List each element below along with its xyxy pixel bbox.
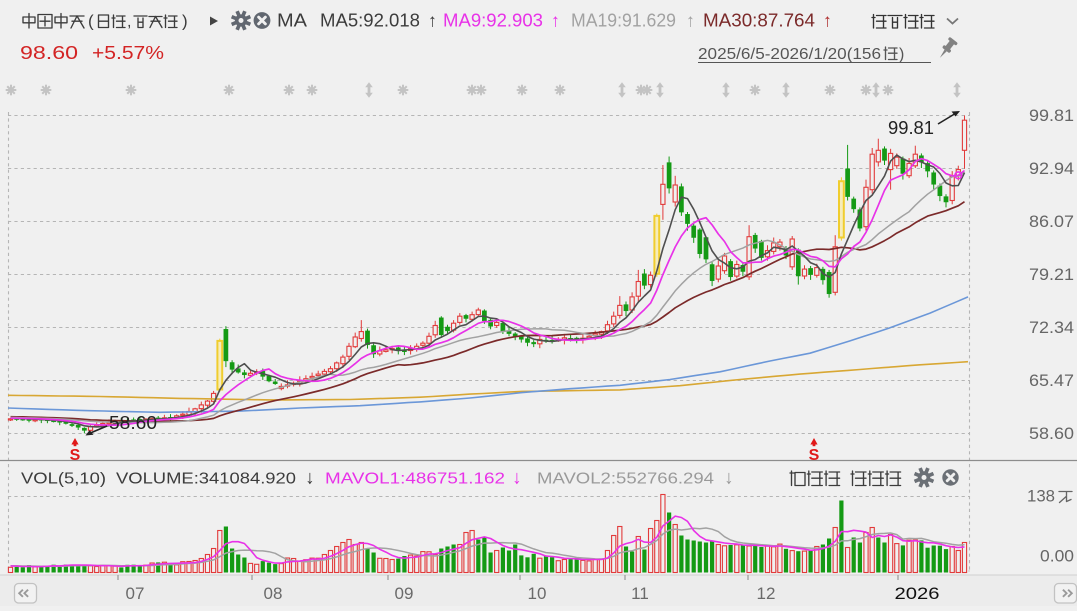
svg-text:+5.57%: +5.57% <box>92 43 164 63</box>
svg-text:MAVOL1:486751.162: MAVOL1:486751.162 <box>325 471 505 488</box>
svg-text:MA: MA <box>277 10 308 31</box>
svg-text:VOL(5,10): VOL(5,10) <box>21 471 106 488</box>
svg-text:,: , <box>127 14 131 31</box>
svg-text:72.34: 72.34 <box>1029 318 1074 337</box>
svg-text:92.94: 92.94 <box>1029 159 1074 178</box>
svg-text:): ) <box>899 46 904 63</box>
svg-text:): ) <box>182 12 188 31</box>
svg-text:98.60: 98.60 <box>20 43 78 63</box>
svg-text:↓: ↓ <box>512 468 522 489</box>
svg-text:0.00: 0.00 <box>1040 547 1074 566</box>
svg-text:65.47: 65.47 <box>1029 371 1074 390</box>
svg-text:99.81: 99.81 <box>1029 106 1074 125</box>
svg-text:↑: ↑ <box>823 11 832 31</box>
svg-text:2026: 2026 <box>895 584 940 603</box>
svg-text:58.60: 58.60 <box>1029 424 1074 443</box>
svg-text:(: ( <box>88 12 94 31</box>
svg-text:MA5:92.018: MA5:92.018 <box>320 11 420 31</box>
svg-text:S: S <box>809 447 820 464</box>
svg-text:↑: ↑ <box>428 11 437 31</box>
svg-text:11: 11 <box>631 584 649 603</box>
svg-text:MA19:91.629: MA19:91.629 <box>571 11 676 31</box>
svg-text:MA9:92.903: MA9:92.903 <box>443 11 543 31</box>
svg-text:↑: ↑ <box>551 11 560 31</box>
svg-text:MAVOL2:552766.294: MAVOL2:552766.294 <box>537 471 714 488</box>
svg-text:↓: ↓ <box>724 468 734 489</box>
svg-text:07: 07 <box>126 584 145 603</box>
svg-text:79.21: 79.21 <box>1029 265 1074 284</box>
svg-text:↓: ↓ <box>305 468 315 489</box>
svg-text:09: 09 <box>395 584 414 603</box>
svg-text:10: 10 <box>528 584 547 603</box>
svg-text:12: 12 <box>757 584 776 603</box>
svg-text:58.60: 58.60 <box>109 413 157 433</box>
svg-text:86.07: 86.07 <box>1029 212 1074 231</box>
svg-text:99.81: 99.81 <box>888 118 934 138</box>
svg-text:2025/6/5-2026/1/20(156: 2025/6/5-2026/1/20(156 <box>698 46 881 63</box>
svg-text:08: 08 <box>264 584 283 603</box>
svg-text:S: S <box>70 447 81 464</box>
svg-text:VOLUME:341084.920: VOLUME:341084.920 <box>116 471 296 488</box>
svg-text:↑: ↑ <box>686 11 695 31</box>
svg-text:MA30:87.764: MA30:87.764 <box>703 11 815 31</box>
svg-text:138: 138 <box>1027 487 1055 506</box>
